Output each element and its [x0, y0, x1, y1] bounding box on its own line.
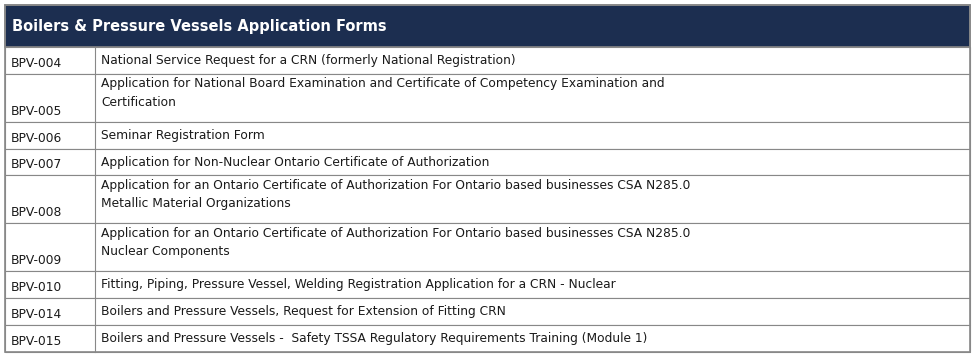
Text: BPV-006: BPV-006 [11, 132, 62, 145]
Text: BPV-009: BPV-009 [11, 254, 62, 267]
Text: Boilers & Pressure Vessels Application Forms: Boilers & Pressure Vessels Application F… [12, 19, 386, 34]
Text: BPV-004: BPV-004 [11, 57, 62, 70]
Bar [5, 325, 970, 352]
Bar [5, 149, 970, 176]
Bar [5, 298, 970, 325]
Text: BPV-005: BPV-005 [11, 105, 62, 118]
Text: National Service Request for a CRN (formerly National Registration): National Service Request for a CRN (form… [101, 54, 516, 67]
Bar [5, 223, 970, 271]
Text: BPV-015: BPV-015 [11, 335, 62, 348]
Bar [5, 176, 970, 223]
Bar [5, 271, 970, 298]
Text: Application for an Ontario Certificate of Authorization For Ontario based busine: Application for an Ontario Certificate o… [101, 179, 691, 210]
Bar [5, 47, 970, 74]
Text: Application for an Ontario Certificate of Authorization For Ontario based busine: Application for an Ontario Certificate o… [101, 227, 691, 258]
Text: Application for National Board Examination and Certificate of Competency Examina: Application for National Board Examinati… [101, 77, 665, 109]
Bar [5, 122, 970, 149]
Bar [5, 5, 970, 47]
Text: Seminar Registration Form: Seminar Registration Form [101, 129, 265, 142]
Text: BPV-014: BPV-014 [11, 308, 62, 321]
Text: BPV-007: BPV-007 [11, 159, 62, 171]
Text: BPV-008: BPV-008 [11, 206, 62, 219]
Text: Boilers and Pressure Vessels -  Safety TSSA Regulatory Requirements Training (Mo: Boilers and Pressure Vessels - Safety TS… [101, 332, 647, 345]
Text: Application for Non-Nuclear Ontario Certificate of Authorization: Application for Non-Nuclear Ontario Cert… [101, 156, 489, 169]
Bar [5, 74, 970, 122]
Text: BPV-010: BPV-010 [11, 281, 62, 294]
Text: Fitting, Piping, Pressure Vessel, Welding Registration Application for a CRN - N: Fitting, Piping, Pressure Vessel, Weldin… [101, 278, 616, 291]
Text: Boilers and Pressure Vessels, Request for Extension of Fitting CRN: Boilers and Pressure Vessels, Request fo… [101, 305, 506, 318]
